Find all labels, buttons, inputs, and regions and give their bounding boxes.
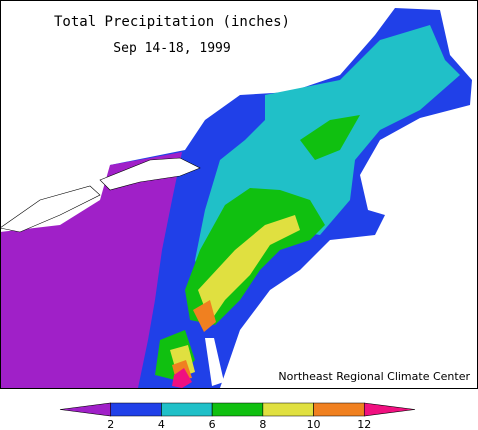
title: Total Precipitation (inches) (54, 14, 290, 30)
region (193, 300, 216, 332)
legend-swatch (313, 402, 365, 417)
region (0, 152, 182, 388)
legend-tick-label: 6 (209, 418, 216, 430)
ocean (205, 338, 224, 386)
legend-tick-label: 12 (357, 418, 371, 430)
map (0, 0, 478, 389)
legend-tick-label: 10 (307, 418, 321, 430)
legend-swatch (161, 402, 213, 417)
legend-swatch (262, 402, 314, 417)
legend-swatch (59, 402, 112, 417)
lake (99, 157, 201, 191)
region (300, 115, 360, 160)
legend-tick-label: 4 (158, 418, 165, 430)
legend-swatch (110, 402, 162, 417)
region (172, 368, 192, 388)
legend: 2 4 6 8 10 12 (59, 402, 416, 430)
legend-tick-label: 8 (259, 418, 266, 430)
legend-swatch (211, 402, 264, 417)
subtitle: Sep 14-18, 1999 (113, 41, 230, 56)
credit: Northeast Regional Climate Center (278, 370, 470, 383)
canada (0, 0, 395, 200)
legend-tick-label: 2 (107, 418, 114, 430)
lake (0, 185, 101, 233)
region (198, 215, 300, 322)
ocean (238, 205, 478, 388)
legend-swatch (363, 402, 416, 417)
